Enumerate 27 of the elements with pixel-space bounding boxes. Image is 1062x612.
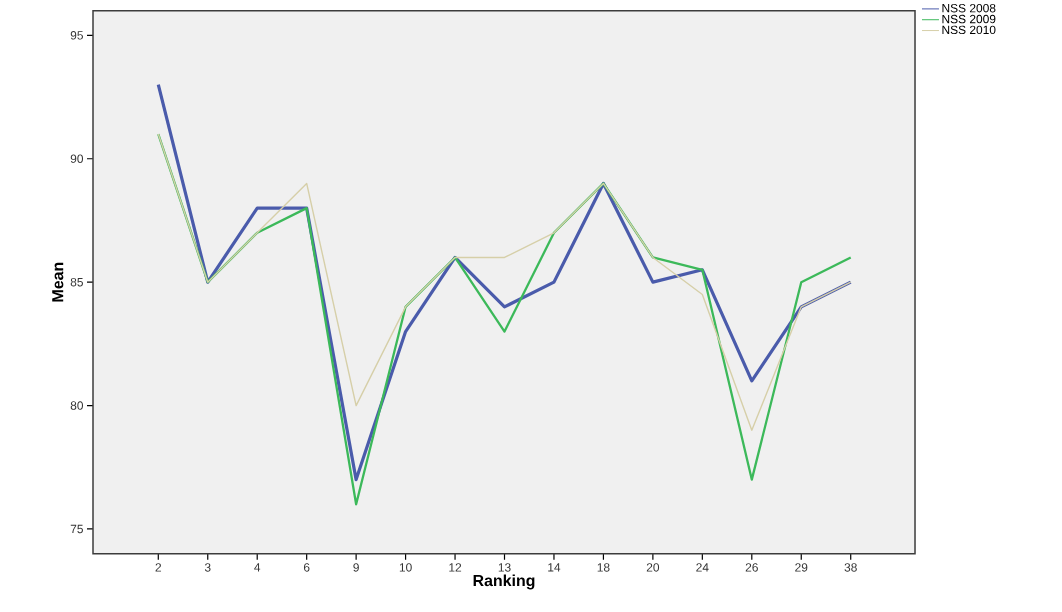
y-tick-label: 90	[70, 154, 84, 164]
x-tick-label: 4	[254, 563, 261, 572]
y-tick-label: 95	[70, 31, 83, 40]
line-series	[157, 133, 852, 432]
x-tick-label: 10	[399, 563, 412, 572]
x-tick-label: 20	[646, 563, 660, 572]
x-axis-title: Ranking	[473, 574, 535, 590]
y-axis-title: Mean	[52, 262, 64, 302]
x-tick-label: 2	[155, 563, 162, 572]
x-tick-label: 13	[498, 563, 511, 572]
y-tick-label: 85	[70, 278, 83, 287]
x-tick-label: 9	[353, 563, 359, 572]
x-tick-label: 6	[303, 563, 310, 572]
x-tick-label: 24	[696, 563, 709, 572]
y-tick-label: 80	[70, 401, 84, 410]
x-tick-label: 18	[597, 563, 610, 572]
legend-label: NSS 2010	[942, 25, 996, 35]
y-tick-label: 75	[70, 524, 83, 534]
x-tick-label: 26	[745, 563, 758, 572]
legend-label: NSS 2009	[942, 14, 996, 24]
x-tick-label: 14	[548, 563, 561, 572]
x-tick-label: 38	[844, 563, 857, 572]
legend-label: NSS 2008	[942, 4, 996, 13]
x-tick-label: 29	[795, 563, 808, 572]
line-series	[157, 133, 852, 506]
x-tick-label: 3	[204, 563, 211, 572]
x-tick-label: 12	[449, 563, 462, 572]
